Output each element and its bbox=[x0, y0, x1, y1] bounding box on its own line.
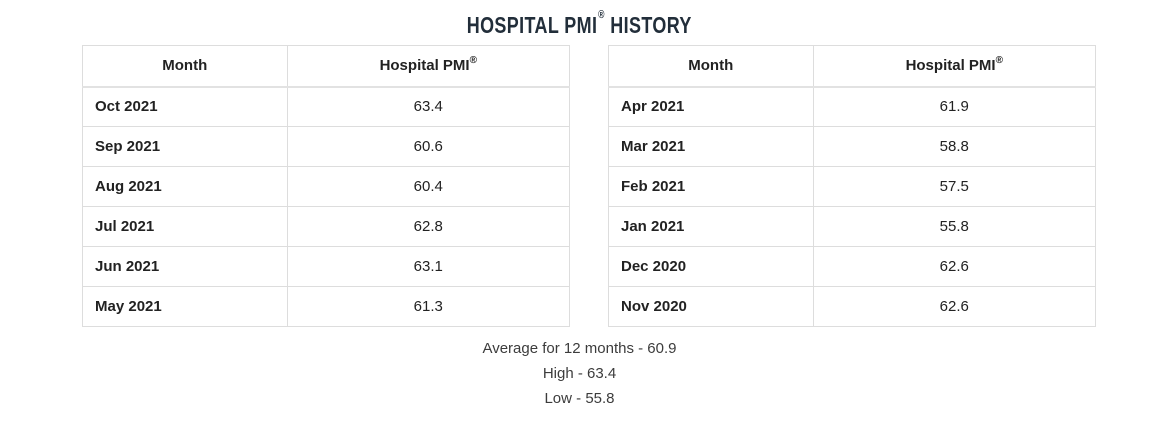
table-header-row: Month Hospital PMI® bbox=[82, 45, 571, 88]
pmi-table-left: Month Hospital PMI® Oct 2021 63.4 Sep 20… bbox=[82, 45, 571, 327]
month-cell: Jan 2021 bbox=[608, 206, 814, 247]
value-cell: 62.6 bbox=[812, 246, 1097, 287]
summary-stats: Average for 12 months - 60.9 High - 63.4… bbox=[0, 336, 1159, 411]
table-row: Jun 2021 63.1 bbox=[82, 246, 571, 287]
pmi-tables-row: Month Hospital PMI® Oct 2021 63.4 Sep 20… bbox=[82, 45, 1097, 327]
value-cell: 60.4 bbox=[286, 166, 571, 207]
month-cell: May 2021 bbox=[82, 286, 288, 327]
month-cell: Mar 2021 bbox=[608, 126, 814, 167]
month-cell: Sep 2021 bbox=[82, 126, 288, 167]
value-cell: 55.8 bbox=[812, 206, 1097, 247]
table-row: Sep 2021 60.6 bbox=[82, 126, 571, 167]
table-row: May 2021 61.3 bbox=[82, 286, 571, 327]
month-cell: Jul 2021 bbox=[82, 206, 288, 247]
summary-low: Low - 55.8 bbox=[544, 390, 615, 407]
value-cell: 61.9 bbox=[812, 86, 1097, 127]
table-row: Nov 2020 62.6 bbox=[608, 286, 1097, 327]
pmi-table-right: Month Hospital PMI® Apr 2021 61.9 Mar 20… bbox=[608, 45, 1097, 327]
registered-trademark-icon: ® bbox=[469, 55, 477, 67]
column-header-pmi: Hospital PMI® bbox=[812, 45, 1097, 88]
value-cell: 61.3 bbox=[286, 286, 571, 327]
table-row: Jan 2021 55.8 bbox=[608, 206, 1097, 247]
summary-high: High - 63.4 bbox=[542, 365, 617, 382]
month-cell: Feb 2021 bbox=[608, 166, 814, 207]
table-row: Feb 2021 57.5 bbox=[608, 166, 1097, 207]
month-cell: Jun 2021 bbox=[82, 246, 288, 287]
month-cell: Apr 2021 bbox=[608, 86, 814, 127]
registered-trademark-icon: ® bbox=[995, 55, 1003, 67]
value-cell: 57.5 bbox=[812, 166, 1097, 207]
table-row: Mar 2021 58.8 bbox=[608, 126, 1097, 167]
month-cell: Dec 2020 bbox=[608, 246, 814, 287]
value-cell: 62.8 bbox=[286, 206, 571, 247]
value-cell: 58.8 bbox=[812, 126, 1097, 167]
page-title-left: HOSPITAL PMI bbox=[466, 12, 598, 38]
month-cell: Aug 2021 bbox=[82, 166, 288, 207]
registered-trademark-icon: ® bbox=[598, 9, 606, 21]
page-title-container: HOSPITAL PMI® HISTORY bbox=[0, 0, 1159, 45]
table-row: Aug 2021 60.4 bbox=[82, 166, 571, 207]
value-cell: 60.6 bbox=[286, 126, 571, 167]
table-row: Apr 2021 61.9 bbox=[608, 86, 1097, 127]
column-header-month: Month bbox=[608, 45, 814, 88]
value-cell: 63.1 bbox=[286, 246, 571, 287]
page-title: HOSPITAL PMI® HISTORY bbox=[466, 9, 693, 39]
month-cell: Nov 2020 bbox=[608, 286, 814, 327]
value-cell: 62.6 bbox=[812, 286, 1097, 327]
summary-average: Average for 12 months - 60.9 bbox=[482, 340, 677, 357]
column-header-month: Month bbox=[82, 45, 288, 88]
table-row: Oct 2021 63.4 bbox=[82, 86, 571, 127]
table-header-row: Month Hospital PMI® bbox=[608, 45, 1097, 88]
table-row: Jul 2021 62.8 bbox=[82, 206, 571, 247]
column-header-pmi: Hospital PMI® bbox=[286, 45, 571, 88]
page-title-right: HISTORY bbox=[610, 12, 693, 38]
value-cell: 63.4 bbox=[286, 86, 571, 127]
table-row: Dec 2020 62.6 bbox=[608, 246, 1097, 287]
month-cell: Oct 2021 bbox=[82, 86, 288, 127]
